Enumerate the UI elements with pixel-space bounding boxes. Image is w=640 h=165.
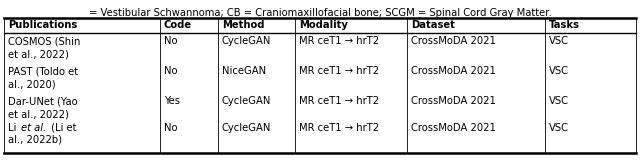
Text: CycleGAN: CycleGAN — [222, 36, 271, 46]
Text: Yes: Yes — [164, 96, 180, 106]
Text: CrossMoDA 2021: CrossMoDA 2021 — [411, 36, 496, 46]
Text: Dataset: Dataset — [411, 20, 455, 31]
Text: CycleGAN: CycleGAN — [222, 96, 271, 106]
Text: CrossMoDA 2021: CrossMoDA 2021 — [411, 123, 496, 133]
Text: VSC: VSC — [549, 36, 569, 46]
Text: CrossMoDA 2021: CrossMoDA 2021 — [411, 96, 496, 106]
Text: al., 2022b): al., 2022b) — [8, 134, 62, 144]
Text: Tasks: Tasks — [549, 20, 580, 31]
Text: No: No — [164, 123, 177, 133]
Text: VSC: VSC — [549, 96, 569, 106]
Text: Li: Li — [8, 123, 19, 133]
Text: MR ceT1 → hrT2: MR ceT1 → hrT2 — [299, 66, 379, 76]
Text: Code: Code — [164, 20, 192, 31]
Text: Method: Method — [222, 20, 264, 31]
Text: (Li et: (Li et — [48, 123, 77, 133]
Text: VSC: VSC — [549, 123, 569, 133]
Text: PAST (Toldo et
al., 2020): PAST (Toldo et al., 2020) — [8, 66, 78, 89]
Text: MR ceT1 → hrT2: MR ceT1 → hrT2 — [299, 36, 379, 46]
Text: CrossMoDA 2021: CrossMoDA 2021 — [411, 66, 496, 76]
Text: MR ceT1 → hrT2: MR ceT1 → hrT2 — [299, 123, 379, 133]
Text: No: No — [164, 36, 177, 46]
Text: et al.: et al. — [21, 123, 46, 133]
Text: Dar-UNet (Yao
et al., 2022): Dar-UNet (Yao et al., 2022) — [8, 96, 77, 119]
Text: COSMOS (Shin
et al., 2022): COSMOS (Shin et al., 2022) — [8, 36, 81, 59]
Text: Modality: Modality — [299, 20, 348, 31]
Text: VSC: VSC — [549, 66, 569, 76]
Text: Publications: Publications — [8, 20, 77, 31]
Text: NiceGAN: NiceGAN — [222, 66, 266, 76]
Text: = Vestibular Schwannoma; CB = Craniomaxillofacial bone; SCGM = Spinal Cord Gray : = Vestibular Schwannoma; CB = Craniomaxi… — [88, 8, 552, 18]
Text: CycleGAN: CycleGAN — [222, 123, 271, 133]
Text: MR ceT1 → hrT2: MR ceT1 → hrT2 — [299, 96, 379, 106]
Text: No: No — [164, 66, 177, 76]
